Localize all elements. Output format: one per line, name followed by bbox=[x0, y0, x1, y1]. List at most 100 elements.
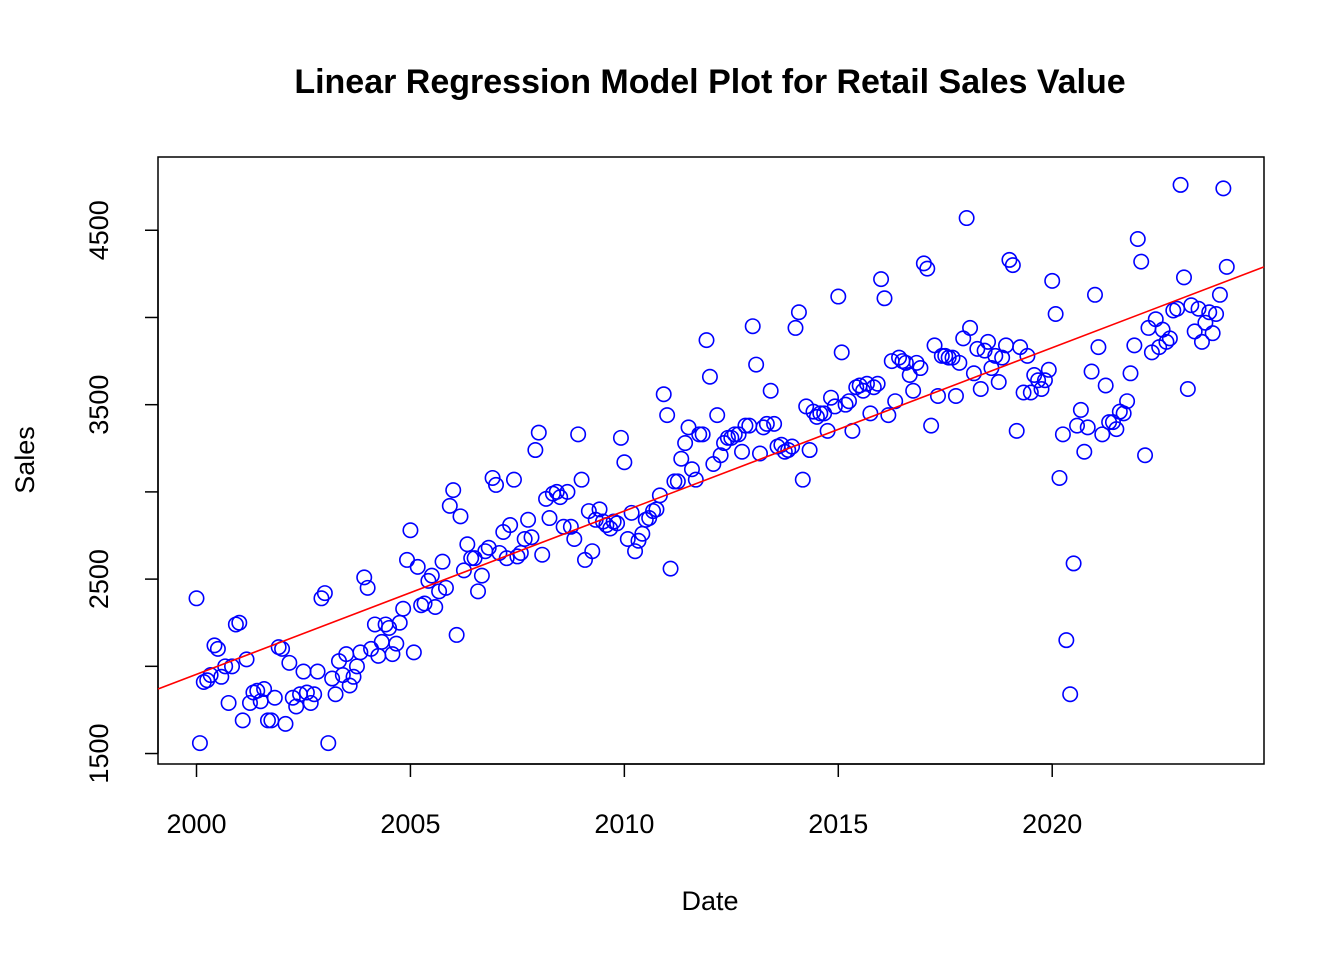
data-point bbox=[1179, 380, 1196, 397]
data-point bbox=[1015, 384, 1032, 401]
data-point bbox=[823, 389, 840, 406]
data-point bbox=[940, 349, 957, 366]
data-point bbox=[619, 530, 636, 547]
y-tick-label: 2500 bbox=[84, 549, 114, 609]
data-point bbox=[666, 473, 683, 490]
data-point bbox=[1126, 337, 1143, 354]
data-point bbox=[324, 670, 341, 687]
data-point bbox=[801, 442, 818, 459]
data-point bbox=[573, 471, 590, 488]
data-point bbox=[480, 539, 497, 556]
data-point bbox=[980, 333, 997, 350]
data-point bbox=[955, 330, 972, 347]
data-point bbox=[840, 393, 857, 410]
data-point bbox=[1215, 180, 1232, 197]
data-point bbox=[1079, 419, 1096, 436]
data-point bbox=[352, 644, 369, 661]
data-point bbox=[231, 614, 248, 631]
data-point bbox=[1083, 363, 1100, 380]
data-point bbox=[905, 382, 922, 399]
data-point bbox=[669, 473, 686, 490]
regression-line bbox=[157, 266, 1265, 690]
data-point bbox=[306, 686, 323, 703]
data-point bbox=[1033, 380, 1050, 397]
data-point bbox=[691, 426, 708, 443]
data-point bbox=[784, 438, 801, 455]
data-point bbox=[1190, 300, 1207, 317]
data-point bbox=[502, 517, 519, 534]
data-point bbox=[373, 633, 390, 650]
data-point bbox=[1129, 230, 1146, 247]
data-point bbox=[709, 407, 726, 424]
data-point bbox=[220, 694, 237, 711]
data-point bbox=[1140, 319, 1157, 336]
data-point bbox=[1115, 405, 1132, 422]
data-point bbox=[1193, 333, 1210, 350]
data-point bbox=[356, 569, 373, 586]
data-point bbox=[1026, 367, 1043, 384]
data-point bbox=[794, 471, 811, 488]
data-point bbox=[701, 368, 718, 385]
data-point bbox=[965, 365, 982, 382]
data-point bbox=[584, 543, 601, 560]
data-point bbox=[748, 356, 765, 373]
data-point bbox=[1211, 286, 1228, 303]
data-point bbox=[409, 558, 426, 575]
data-point bbox=[837, 396, 854, 413]
data-point bbox=[1218, 258, 1235, 275]
plot-area bbox=[157, 176, 1265, 752]
data-point bbox=[448, 626, 465, 643]
data-point bbox=[191, 735, 208, 752]
data-point bbox=[705, 455, 722, 472]
data-point bbox=[1065, 555, 1082, 572]
data-point bbox=[1030, 372, 1047, 389]
data-point bbox=[880, 407, 897, 424]
data-point bbox=[698, 332, 715, 349]
data-point bbox=[744, 318, 761, 335]
data-point bbox=[302, 694, 319, 711]
data-point bbox=[766, 415, 783, 432]
data-point bbox=[298, 684, 315, 701]
data-point bbox=[345, 668, 362, 685]
x-axis: 2000 2005 2010 2015 2020 bbox=[166, 763, 1082, 839]
data-point bbox=[659, 407, 676, 424]
data-point bbox=[958, 210, 975, 227]
data-point bbox=[445, 482, 462, 499]
data-point bbox=[972, 380, 989, 397]
data-point bbox=[662, 560, 679, 577]
data-point bbox=[677, 435, 694, 452]
data-point bbox=[523, 529, 540, 546]
data-point bbox=[381, 619, 398, 636]
data-point bbox=[234, 712, 251, 729]
data-point bbox=[559, 483, 576, 500]
data-point bbox=[741, 417, 758, 434]
data-point bbox=[1069, 417, 1086, 434]
data-point bbox=[616, 454, 633, 471]
data-point bbox=[790, 304, 807, 321]
data-point bbox=[919, 260, 936, 277]
x-tick-label: 2020 bbox=[1022, 809, 1082, 839]
data-point bbox=[423, 567, 440, 584]
y-tick-label: 3500 bbox=[84, 375, 114, 435]
data-point bbox=[990, 374, 1007, 391]
data-point bbox=[470, 583, 487, 600]
data-point bbox=[399, 551, 416, 568]
data-point bbox=[1062, 686, 1079, 703]
data-point bbox=[466, 550, 483, 567]
data-point bbox=[726, 426, 743, 443]
data-point bbox=[869, 375, 886, 392]
data-point bbox=[209, 640, 226, 657]
data-point bbox=[384, 646, 401, 663]
data-point bbox=[812, 405, 829, 422]
data-point bbox=[609, 515, 626, 532]
data-point bbox=[488, 476, 505, 493]
data-point bbox=[516, 530, 533, 547]
data-point bbox=[923, 417, 940, 434]
data-point bbox=[1012, 339, 1029, 356]
data-point bbox=[1204, 325, 1221, 342]
data-point bbox=[962, 319, 979, 336]
data-point bbox=[1040, 361, 1057, 378]
data-point bbox=[751, 445, 768, 462]
data-point bbox=[1086, 286, 1103, 303]
data-point bbox=[505, 471, 522, 488]
